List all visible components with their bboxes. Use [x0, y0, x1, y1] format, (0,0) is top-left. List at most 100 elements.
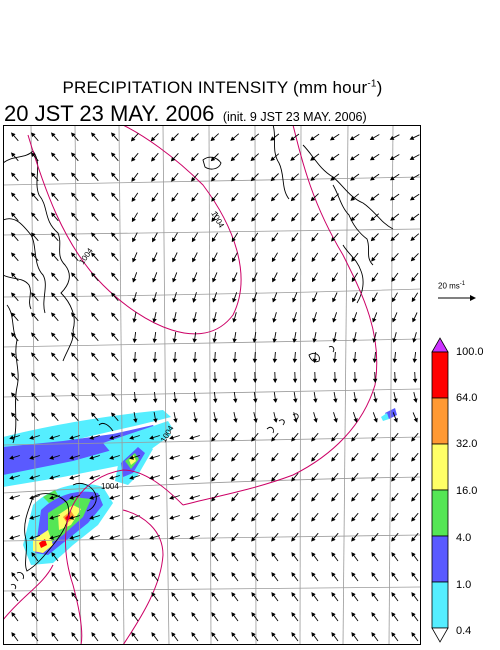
wind-vector-head [391, 436, 396, 442]
wind-vector-head [271, 592, 276, 597]
wind-vector-head [132, 298, 137, 303]
wind-vector-head [331, 536, 336, 542]
wind-vector-head [271, 516, 276, 522]
wind-vector-head [410, 216, 415, 221]
wind-vector-head [329, 136, 335, 141]
wind-vector-head [69, 455, 74, 460]
wind-vector-head [10, 272, 16, 277]
wind-vector-head [132, 277, 137, 283]
wind-vector-head [250, 196, 256, 202]
wind-vector-head [212, 358, 218, 364]
wind-vector-head [231, 516, 236, 522]
wind-vector-head [251, 552, 256, 557]
wind-vector-head [271, 216, 276, 222]
colorbar-block [431, 489, 449, 537]
wind-vector-head [171, 552, 176, 557]
wind-vector-head [290, 136, 295, 141]
wind-vector-head [31, 632, 36, 637]
wind-vector-head [290, 196, 296, 202]
wind-vector-head [291, 552, 296, 557]
wind-vector-head [371, 612, 376, 617]
colorbar-label: 0.4 [456, 625, 472, 637]
colorbar-bottom-arrow [431, 627, 449, 643]
wind-vector-head [149, 515, 154, 520]
wind-vector-head [252, 297, 257, 303]
wind-vector-head [90, 212, 96, 217]
wind-vector-head [50, 332, 56, 337]
wind-vector-head [333, 398, 338, 403]
wind-vector-head [193, 398, 198, 404]
wind-vector-head [232, 297, 237, 303]
wind-vector-head [412, 358, 418, 364]
wind-vector-head [10, 312, 16, 317]
wind-vector-head [371, 436, 376, 442]
wind-vector-head [132, 257, 137, 263]
wind-vector-head [291, 536, 296, 542]
wind-vector-head [311, 257, 316, 262]
wind-vector-head [232, 277, 237, 283]
wind-vector-head [9, 475, 14, 480]
wind-vector-head [251, 592, 256, 597]
wind-vector-head [311, 236, 316, 242]
wind-vector-head [131, 197, 136, 202]
wind-vector-head [391, 297, 396, 303]
wind-vector-head [50, 152, 56, 157]
wind-vector-head [290, 156, 296, 161]
wind-vector-head [310, 136, 315, 141]
wind-vector-head [30, 392, 36, 397]
wind-vector-head [352, 297, 357, 303]
wind-vector-head [129, 435, 134, 440]
wind-vector-head [91, 552, 96, 557]
wind-vector-head [393, 398, 398, 403]
colorbar-block [431, 397, 449, 445]
wind-vector-head [51, 592, 56, 597]
wind-vector-head [30, 172, 36, 177]
wind-vector-head [371, 277, 376, 282]
wind-vector-head [411, 496, 416, 502]
wind-vector-head [151, 572, 156, 577]
wind-vector-head [392, 358, 398, 364]
wind-vector-head [149, 435, 154, 440]
wind-vector-head [272, 277, 277, 283]
wind-vector-head [10, 252, 16, 257]
wind-vector-head [251, 257, 257, 263]
wind-vector-head [330, 236, 336, 242]
wind-vector-head [90, 252, 96, 257]
wind-vector-head [30, 292, 36, 297]
wind-vector-head [353, 398, 358, 403]
wind-vector-head [69, 535, 74, 540]
wind-vector-head [411, 592, 416, 597]
wind-vector-head [251, 572, 256, 577]
wind-vector-head [172, 257, 177, 263]
wind-vector-head [351, 516, 356, 522]
wind-vector-head [111, 632, 116, 637]
wind-vector-head [70, 232, 76, 237]
wind-vector-head [252, 338, 257, 343]
wind-vector-head [152, 358, 158, 364]
wind-vector-head [252, 318, 257, 323]
wind-vector-head [271, 476, 276, 482]
wind-vector-head [169, 495, 174, 500]
wind-vector-head [391, 277, 396, 282]
wind-vector-head [351, 536, 356, 542]
isobar-line [65, 469, 184, 645]
precip-area-light [381, 413, 389, 421]
wind-vector-head [70, 292, 76, 297]
wind-vector-head [311, 536, 316, 542]
wind-vector-head [271, 536, 276, 542]
wind-vector-head [30, 252, 36, 257]
wind-vector-head [71, 552, 76, 557]
wind-vector-head [392, 378, 398, 384]
wind-vector-head [351, 572, 356, 577]
wind-vector-head [129, 535, 134, 540]
wind-vector-head [30, 332, 36, 337]
wind-vector-head [173, 418, 178, 423]
wind-vector-head [49, 435, 54, 440]
wind-vector-head [389, 155, 395, 161]
wind-vector-head [111, 592, 116, 597]
wind-vector-head [172, 378, 178, 384]
wind-vector-head [172, 318, 177, 323]
wind-vector-head [9, 535, 14, 540]
wind-vector-head [290, 216, 296, 222]
wind-vector-head [69, 435, 74, 440]
